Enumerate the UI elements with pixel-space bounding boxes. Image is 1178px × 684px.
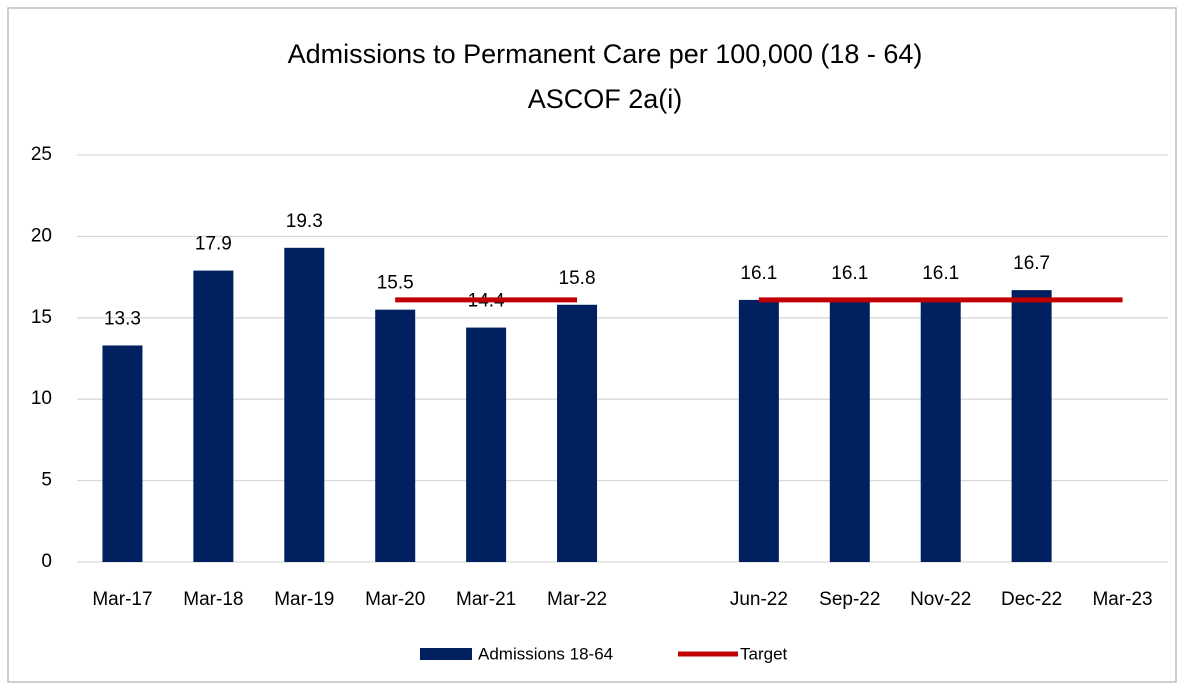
legend-label: Target [740, 644, 788, 663]
x-tick-label: Sep-22 [819, 589, 880, 610]
x-tick-label: Dec-22 [1001, 589, 1062, 610]
bar [738, 299, 779, 562]
legend-label: Admissions 18-64 [478, 644, 613, 663]
x-tick-label: Mar-21 [456, 589, 516, 610]
data-label: 16.7 [1013, 253, 1050, 274]
y-tick-label: 15 [31, 307, 52, 328]
x-tick-label: Mar-23 [1092, 589, 1152, 610]
data-label: 16.1 [831, 263, 868, 284]
x-tick-label: Mar-22 [547, 589, 607, 610]
bar [284, 247, 325, 562]
bar [375, 309, 416, 562]
bar [466, 327, 507, 562]
data-label: 13.3 [104, 308, 141, 329]
y-tick-label: 20 [31, 225, 52, 246]
bar [193, 270, 234, 562]
y-tick-label: 0 [41, 551, 52, 572]
data-label: 16.1 [740, 263, 777, 284]
bar [829, 299, 870, 562]
data-label: 15.5 [377, 273, 414, 294]
chart-title: Admissions to Permanent Care per 100,000… [288, 39, 923, 69]
bar [920, 299, 961, 562]
data-label: 16.1 [922, 263, 959, 284]
bar [102, 345, 143, 562]
y-tick-label: 5 [41, 470, 52, 491]
x-tick-label: Mar-19 [274, 589, 334, 610]
x-tick-label: Mar-20 [365, 589, 425, 610]
y-tick-label: 25 [31, 144, 52, 165]
data-label: 17.9 [195, 234, 232, 255]
x-tick-label: Mar-17 [92, 589, 152, 610]
x-tick-label: Mar-18 [183, 589, 243, 610]
data-label: 19.3 [286, 211, 323, 232]
y-tick-label: 10 [31, 388, 52, 409]
data-label: 15.8 [559, 268, 596, 289]
bar [1011, 290, 1052, 562]
chart-title: ASCOF 2a(i) [528, 84, 683, 114]
bar [557, 304, 598, 562]
legend-swatch [420, 648, 472, 660]
x-tick-label: Nov-22 [910, 589, 971, 610]
x-tick-label: Jun-22 [730, 589, 788, 610]
